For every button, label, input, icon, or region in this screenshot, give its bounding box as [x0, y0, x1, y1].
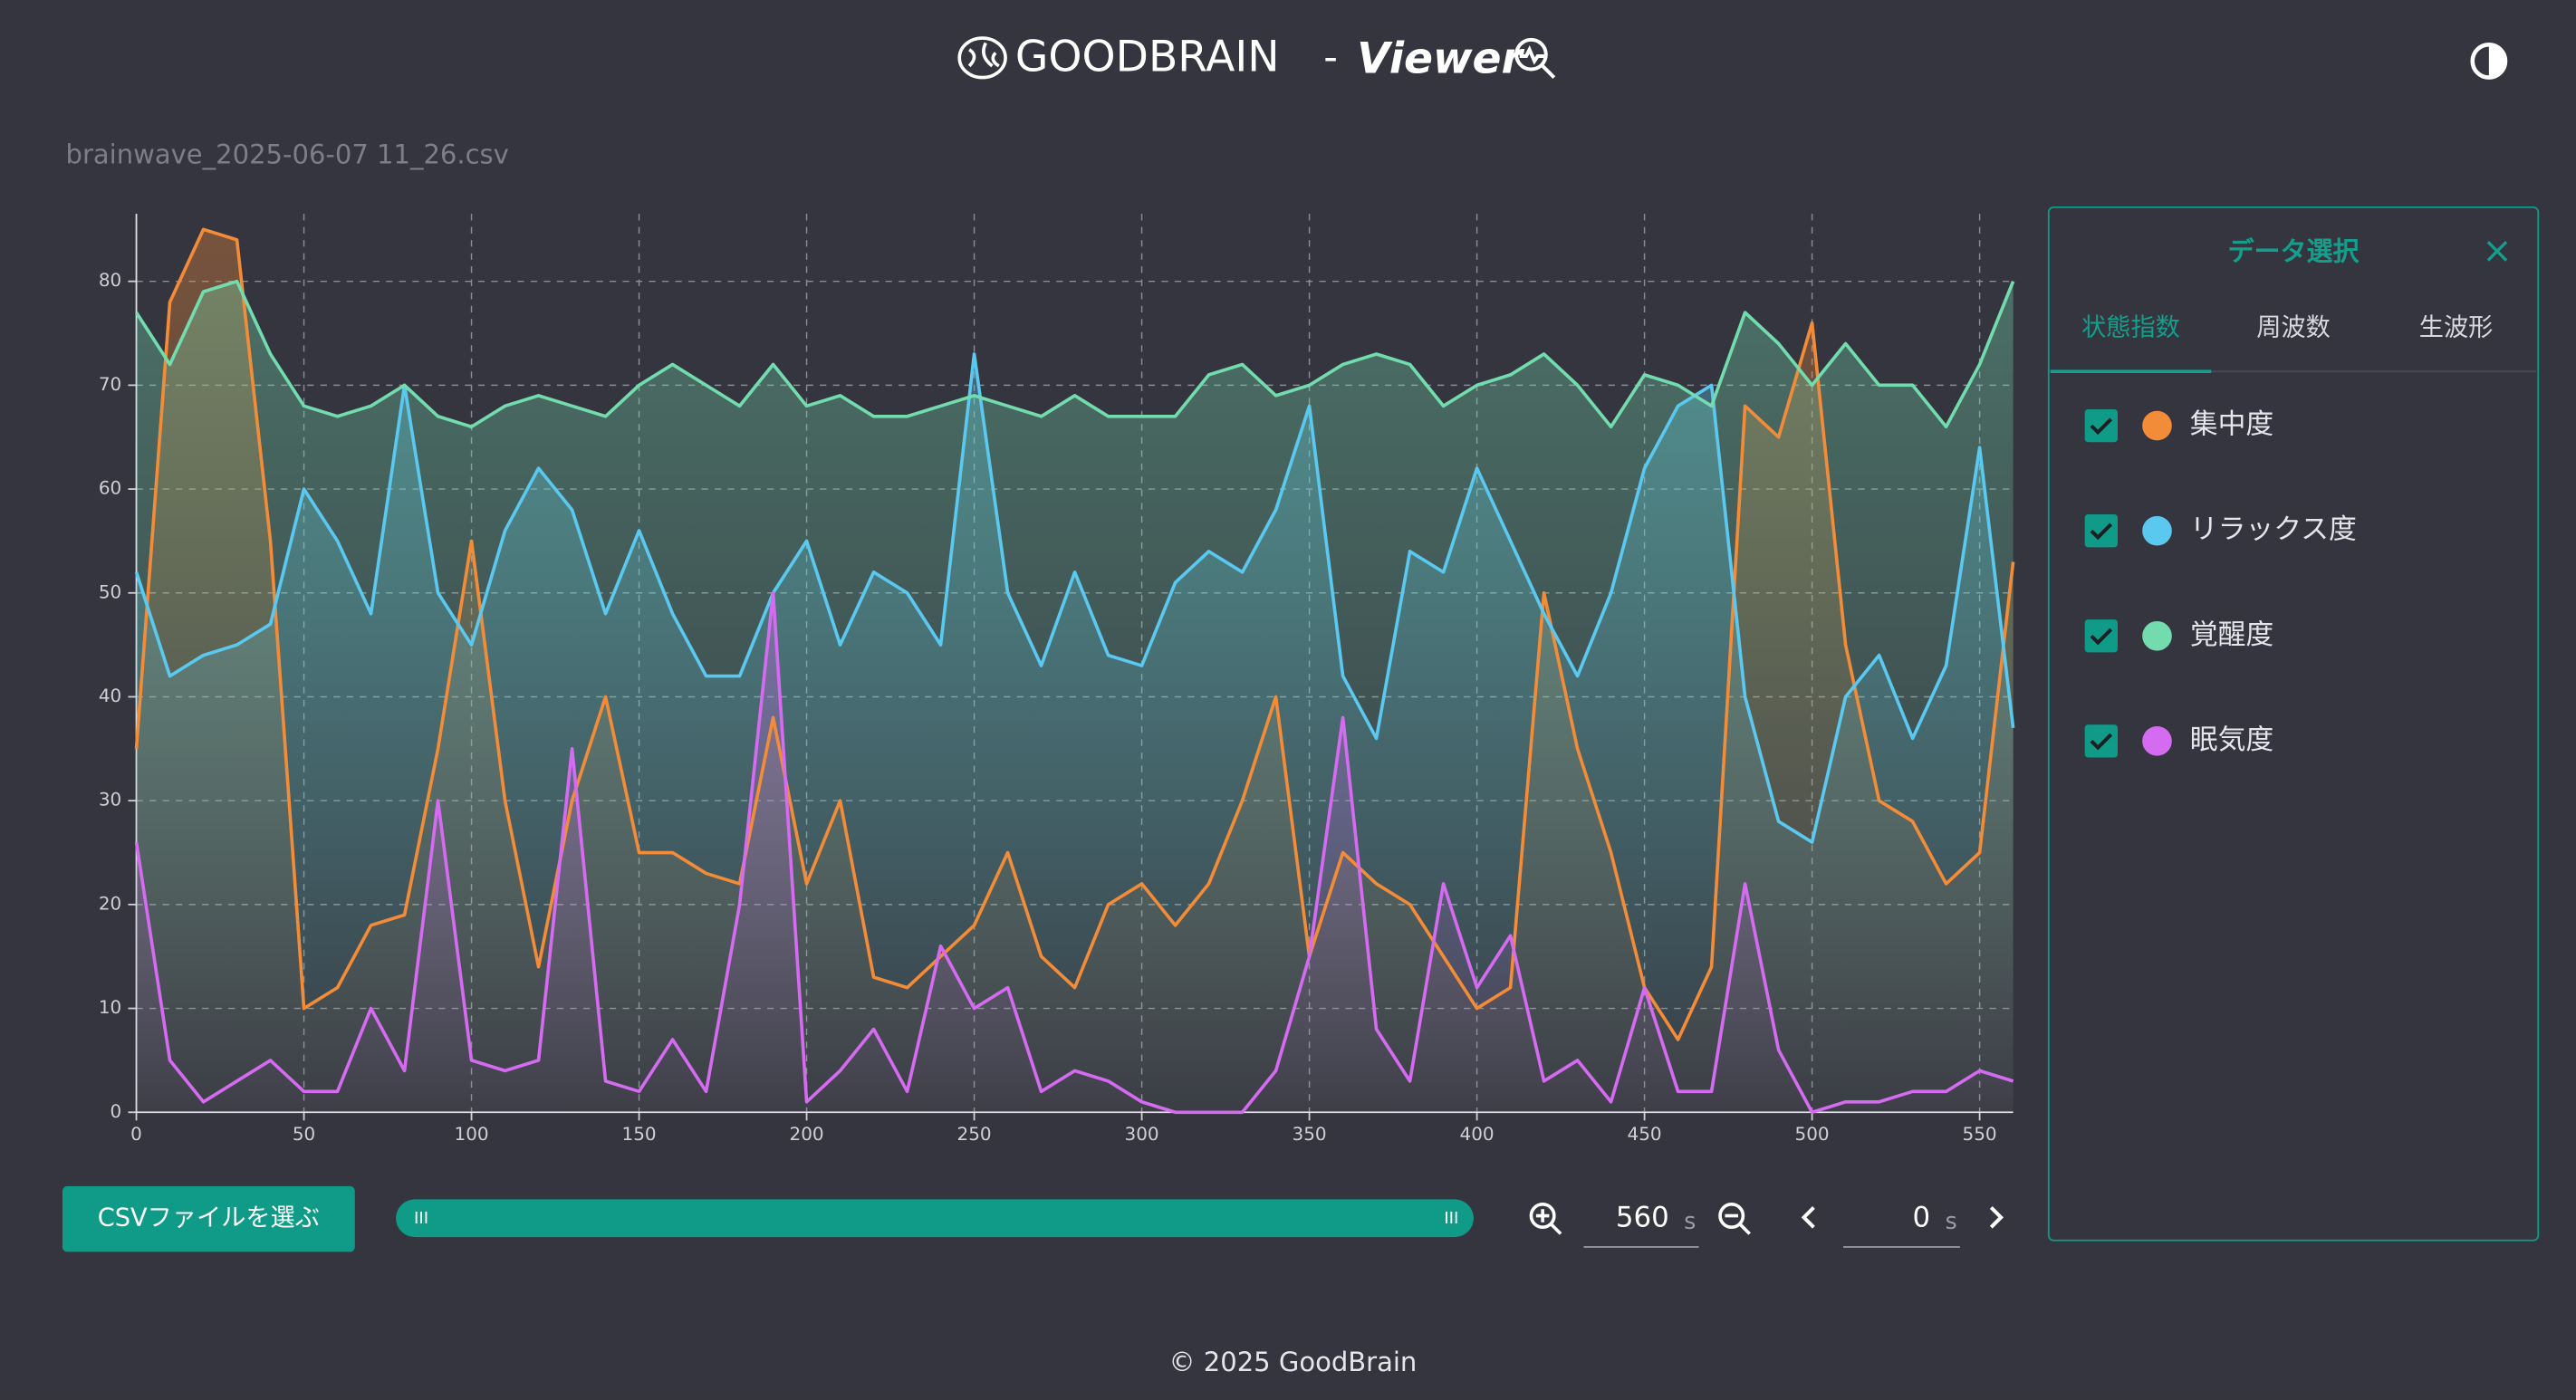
product-name: Viewer — [1357, 34, 1524, 83]
checkmark[interactable] — [2090, 523, 2113, 541]
series-line — [134, 227, 2015, 1041]
legend-label[interactable]: 眠気度 — [2190, 724, 2274, 756]
x-tick-label: 550 — [1963, 1123, 1997, 1145]
slider-handle-right[interactable]: III — [1444, 1209, 1458, 1228]
panel-title: データ選択 — [2227, 236, 2360, 267]
series-area — [136, 281, 2014, 1113]
legend-swatch — [2142, 515, 2172, 546]
legend-label[interactable]: リラックス度 — [2190, 513, 2357, 546]
y-tick-label: 80 — [99, 269, 121, 291]
zoom-in[interactable] — [1529, 1203, 1562, 1235]
x-tick-label: 50 — [293, 1123, 315, 1145]
csv-button-label[interactable]: CSVファイルを選ぶ — [98, 1204, 320, 1232]
y-tick-label: 70 — [99, 373, 121, 395]
x-tick-label: 200 — [790, 1123, 824, 1145]
x-tick-label: 0 — [130, 1123, 142, 1145]
slider-handle-left[interactable]: III — [414, 1209, 428, 1228]
x-tick-label: 400 — [1460, 1123, 1495, 1145]
y-tick-label: 30 — [99, 789, 121, 810]
y-tick-label: 40 — [99, 685, 121, 706]
legend-label[interactable]: 覚醒度 — [2190, 618, 2274, 651]
brand-dash: - — [1323, 35, 1338, 81]
series-line — [134, 352, 2015, 844]
checkbox[interactable] — [2084, 724, 2118, 758]
offset-unit: s — [1946, 1207, 1957, 1234]
y-tick-label: 20 — [99, 892, 121, 914]
legend-swatch — [2142, 410, 2172, 441]
x-tick-label: 250 — [957, 1123, 992, 1145]
y-tick-label: 0 — [111, 1100, 122, 1122]
tab[interactable]: 生波形 — [2419, 314, 2494, 342]
checkmark[interactable] — [2090, 628, 2113, 646]
legend-swatch — [2142, 620, 2172, 651]
series-line — [135, 279, 2015, 429]
chart: 0 10 20 30 40 50 60 70 80 0 50 100 150 200 250 300 350 40… — [99, 214, 2015, 1145]
x-tick-label: 300 — [1125, 1123, 1159, 1145]
x-tick-label: 450 — [1628, 1123, 1662, 1145]
file-name: brainwave_2025-06-07 11_26.csv — [66, 139, 509, 170]
x-tick-label: 350 — [1293, 1123, 1327, 1145]
checkbox[interactable] — [2084, 408, 2118, 443]
zoom-out[interactable] — [1718, 1203, 1751, 1235]
series-line — [134, 590, 2014, 1115]
side-panel — [2047, 206, 2540, 1242]
window-unit: s — [1684, 1207, 1696, 1234]
theme-toggle[interactable] — [2470, 43, 2508, 80]
checkmark[interactable] — [2090, 417, 2113, 436]
logo-magnifier — [1514, 37, 1556, 79]
y-tick-label: 10 — [99, 996, 121, 1018]
checkbox[interactable] — [2084, 514, 2118, 548]
footer: © 2025 GoodBrain — [1169, 1347, 1418, 1377]
legend-swatch — [2142, 726, 2172, 756]
tab[interactable]: 状態指数 — [2081, 314, 2180, 342]
tab[interactable]: 周波数 — [2256, 314, 2331, 342]
checkmark[interactable] — [2090, 733, 2113, 751]
brand: GOODBRAIN — [1015, 33, 1280, 82]
checkbox[interactable] — [2084, 619, 2118, 653]
legend-label[interactable]: 集中度 — [2190, 408, 2274, 441]
x-tick-label: 500 — [1795, 1123, 1830, 1145]
range-slider[interactable] — [396, 1199, 1474, 1238]
x-tick-label: 100 — [455, 1123, 489, 1145]
offset-input[interactable]: 0 — [1913, 1202, 1931, 1234]
panel-close[interactable]: × — [2482, 230, 2512, 272]
x-tick-label: 150 — [622, 1123, 657, 1145]
logo — [957, 36, 1007, 80]
prev-button[interactable] — [1801, 1206, 1815, 1229]
csv-button[interactable] — [62, 1185, 355, 1252]
y-tick-label: 60 — [99, 477, 121, 499]
next-button[interactable] — [1989, 1206, 2004, 1229]
window-input[interactable]: 560 — [1616, 1202, 1669, 1234]
y-tick-label: 50 — [99, 580, 121, 602]
